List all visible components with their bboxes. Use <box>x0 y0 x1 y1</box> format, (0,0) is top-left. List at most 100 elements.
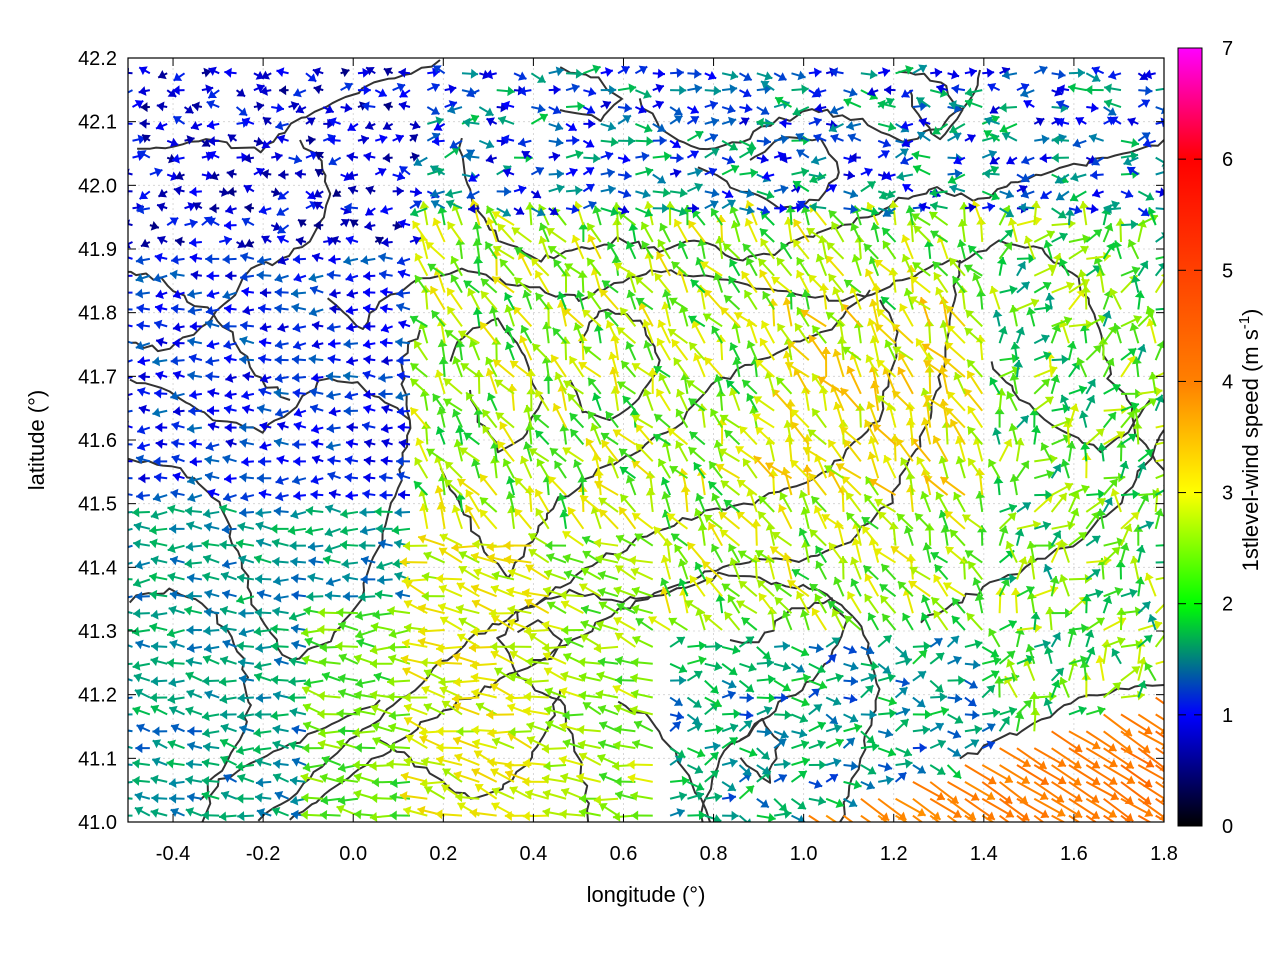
wind-arrow-head <box>116 778 124 788</box>
wind-arrow <box>627 773 653 784</box>
wind-arrow-head <box>562 738 571 749</box>
wind-arrow <box>272 759 289 769</box>
wind-arrow-head <box>185 759 194 770</box>
wind-arrow <box>593 794 619 805</box>
wind-arrow-head <box>417 805 426 816</box>
wind-arrow <box>669 747 686 759</box>
wind-arrow <box>721 757 738 768</box>
wind-arrow <box>1033 814 1045 822</box>
wind-arrow-head <box>152 726 160 737</box>
wind-arrow-head <box>853 779 862 790</box>
wind-arrow-head <box>729 757 738 768</box>
wind-arrow <box>128 797 133 800</box>
wind-arrow-head <box>798 770 807 780</box>
wind-arrow-head <box>884 762 893 772</box>
wind-arrow <box>825 814 838 822</box>
wind-arrow-head <box>678 791 687 802</box>
wind-arrow-head <box>800 739 809 750</box>
wind-arrow-head <box>300 772 309 783</box>
wind-arrow <box>201 776 220 786</box>
wind-arrow-head <box>300 809 309 820</box>
wind-arrow <box>152 726 168 737</box>
wind-arrow-head <box>117 526 125 536</box>
wind-arrow <box>235 761 255 772</box>
wind-arrow-shaft <box>128 713 133 716</box>
wind-arrow <box>843 797 858 808</box>
wind-arrow-head <box>1055 794 1064 803</box>
wind-arrow-head <box>371 777 380 788</box>
wind-arrow <box>860 797 890 822</box>
wind-arrow <box>253 744 272 755</box>
wind-arrow <box>670 775 690 786</box>
wind-arrow-head <box>118 673 126 682</box>
wind-arrow-head <box>525 789 534 799</box>
wind-arrow-shaft <box>128 729 133 733</box>
wind-arrow-head <box>709 752 719 761</box>
wind-arrow <box>220 790 237 801</box>
wind-arrow-head <box>453 770 462 781</box>
wind-arrow <box>128 814 133 817</box>
wind-arrow-shaft <box>128 460 133 463</box>
contour-line <box>516 619 563 661</box>
wind-arrow-head <box>933 828 942 836</box>
wind-arrow-head <box>783 809 792 819</box>
wind-arrow-head <box>256 808 266 818</box>
wind-arrow <box>825 773 839 783</box>
wind-arrow <box>420 778 445 789</box>
wind-arrow-head <box>1003 795 1013 804</box>
wind-arrow-head <box>742 767 751 776</box>
wind-arrow <box>1103 814 1116 822</box>
wind-arrow <box>291 757 307 767</box>
wind-arrow <box>860 814 872 822</box>
wind-arrow <box>185 759 202 770</box>
wind-arrow-head <box>1124 812 1134 822</box>
wind-arrow-head <box>237 811 245 822</box>
wind-arrow-head <box>1145 759 1154 768</box>
wind-arrow-head <box>987 775 997 785</box>
wind-arrow <box>597 753 619 766</box>
wind-arrow <box>150 808 168 818</box>
wind-arrow-head <box>676 808 685 818</box>
wind-arrow-head <box>201 776 210 786</box>
wind-arrow <box>912 814 942 836</box>
wind-arrow-head <box>1108 776 1118 785</box>
wind-arrow-head <box>273 759 281 769</box>
wind-arrow-head <box>871 741 880 752</box>
wind-arrow <box>929 739 947 750</box>
wind-arrow-head <box>599 772 608 782</box>
wind-arrow-head <box>522 758 531 769</box>
wind-arrow-head <box>118 639 126 648</box>
wind-arrow <box>509 786 532 800</box>
wind-arrow-head <box>713 814 722 822</box>
wind-arrow <box>337 795 359 806</box>
wind-arrow-head <box>441 784 451 793</box>
wind-arrow <box>290 795 307 806</box>
wind-arrow <box>300 809 324 820</box>
wind-arrow <box>302 762 324 773</box>
wind-arrow-head <box>714 792 722 803</box>
wind-arrow-head <box>272 740 281 750</box>
wind-arrow-head <box>118 725 126 735</box>
wind-arrow <box>560 772 584 783</box>
contour-line <box>496 571 881 822</box>
wind-arrow <box>522 776 549 787</box>
wind-arrow <box>1155 781 1164 789</box>
wind-arrow-head <box>118 693 126 703</box>
wind-arrow-head <box>952 809 962 819</box>
wind-arrow <box>300 772 324 783</box>
wind-arrow-head <box>491 802 501 811</box>
wind-arrow-head <box>442 768 452 777</box>
wind-arrow <box>389 792 411 803</box>
wind-arrow <box>631 810 653 821</box>
wind-arrow <box>704 751 720 766</box>
wind-arrow-head <box>490 768 500 777</box>
contour-line <box>638 69 981 151</box>
wind-arrow <box>756 797 770 809</box>
wind-arrow-shaft <box>825 814 838 822</box>
wind-arrow-head <box>235 761 244 772</box>
wind-arrow-head <box>290 775 298 786</box>
wind-arrow <box>151 757 168 767</box>
wind-arrow-head <box>202 728 211 738</box>
wind-arrow-head <box>336 804 345 814</box>
wind-arrow-head <box>302 743 310 754</box>
